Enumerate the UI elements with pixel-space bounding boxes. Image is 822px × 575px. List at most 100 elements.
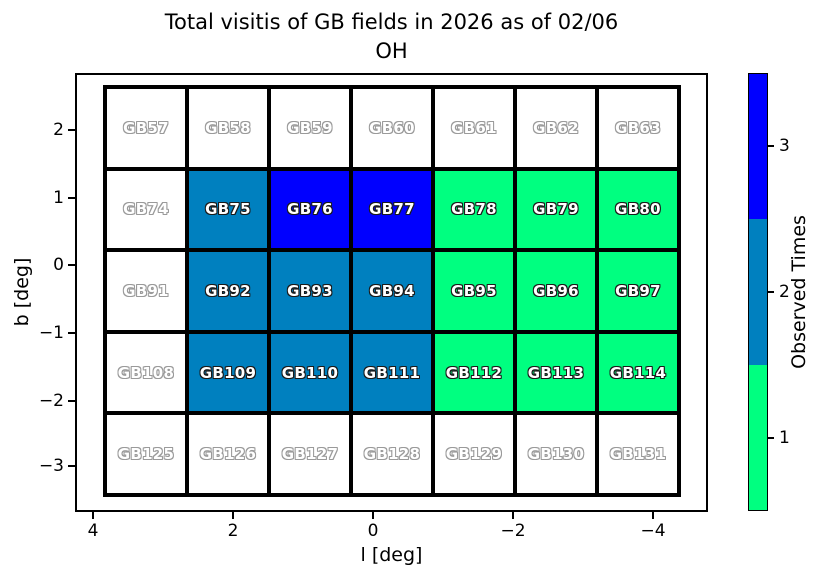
field-cell-GB96: GB96: [515, 250, 597, 332]
field-cell-GB57: GB57: [105, 87, 187, 169]
field-label: GB112: [445, 363, 503, 382]
field-label: GB57: [123, 118, 169, 137]
x-axis-label: l [deg]: [360, 544, 423, 566]
x-tick-mark: [92, 512, 94, 519]
field-label: GB60: [369, 118, 415, 137]
field-cell-GB130: GB130: [515, 413, 597, 495]
field-label: GB97: [615, 281, 661, 300]
y-tick-mark: [68, 264, 75, 266]
x-tick-label: 2: [227, 521, 239, 541]
field-label: GB108: [117, 363, 175, 382]
field-label: GB127: [281, 445, 339, 464]
field-label: GB58: [205, 118, 251, 137]
field-cell-GB59: GB59: [269, 87, 351, 169]
x-tick-mark: [512, 512, 514, 519]
field-label: GB110: [281, 363, 339, 382]
field-cell-GB58: GB58: [187, 87, 269, 169]
x-tick-label: 0: [367, 521, 379, 541]
x-tick-mark: [652, 512, 654, 519]
field-label: GB111: [363, 363, 421, 382]
colorbar-tick-mark: [767, 437, 774, 439]
field-label: GB94: [369, 281, 415, 300]
field-cell-GB110: GB110: [269, 331, 351, 414]
y-tick-mark: [68, 465, 75, 467]
field-label: GB130: [527, 445, 585, 464]
field-cell-GB78: GB78: [433, 168, 515, 251]
field-cell-GB109: GB109: [187, 331, 269, 414]
field-label: GB129: [445, 445, 503, 464]
y-tick-mark: [68, 129, 75, 131]
field-cell-GB63: GB63: [597, 87, 679, 169]
field-label: GB59: [287, 118, 333, 137]
field-cell-GB108: GB108: [105, 331, 187, 414]
field-grid: GB57 GB58 GB59 GB60 GB61 GB62 GB63 GB74 GB75 GB76…: [103, 85, 681, 497]
field-cell-GB97: GB97: [597, 250, 679, 332]
field-label: GB131: [609, 445, 667, 464]
field-cell-GB128: GB128: [351, 413, 433, 495]
field-label: GB76: [287, 200, 333, 219]
colorbar-label: Observed Times: [788, 215, 810, 369]
y-tick-mark: [68, 400, 75, 402]
colorbar-tick-mark: [767, 291, 774, 293]
colorbar-tick-label: 3: [779, 136, 790, 156]
field-cell-GB125: GB125: [105, 413, 187, 495]
field-cell-GB61: GB61: [433, 87, 515, 169]
field-cell-GB75: GB75: [187, 168, 269, 251]
field-label: GB114: [609, 363, 667, 382]
field-cell-GB92: GB92: [187, 250, 269, 332]
field-cell-GB80: GB80: [597, 168, 679, 251]
field-cell-GB60: GB60: [351, 87, 433, 169]
field-cell-GB94: GB94: [351, 250, 433, 332]
field-cell-GB114: GB114: [597, 331, 679, 414]
x-tick-label: 4: [87, 521, 99, 541]
colorbar-segment-2: [749, 219, 767, 365]
x-tick-label: −2: [500, 521, 526, 541]
y-tick-label: 1: [53, 188, 64, 208]
y-tick-label: 2: [53, 120, 64, 140]
field-label: GB96: [533, 281, 579, 300]
field-cell-GB113: GB113: [515, 331, 597, 414]
colorbar-tick-label: 2: [779, 282, 790, 302]
field-cell-GB93: GB93: [269, 250, 351, 332]
colorbar: [748, 73, 768, 511]
field-cell-GB127: GB127: [269, 413, 351, 495]
colorbar-segment-3: [749, 74, 767, 220]
field-cell-GB131: GB131: [597, 413, 679, 495]
field-cell-GB62: GB62: [515, 87, 597, 169]
field-cell-GB76: GB76: [269, 168, 351, 251]
field-label: GB63: [615, 118, 661, 137]
y-tick-label: −3: [38, 456, 64, 476]
field-label: GB93: [287, 281, 333, 300]
field-cell-GB129: GB129: [433, 413, 515, 495]
field-label: GB95: [451, 281, 497, 300]
y-tick-label: −2: [38, 391, 64, 411]
field-cell-GB77: GB77: [351, 168, 433, 251]
y-tick-label: 0: [53, 255, 64, 275]
field-label: GB62: [533, 118, 579, 137]
colorbar-segment-1: [749, 364, 767, 510]
field-label: GB77: [369, 200, 415, 219]
field-cell-GB112: GB112: [433, 331, 515, 414]
field-cell-GB79: GB79: [515, 168, 597, 251]
field-label: GB126: [199, 445, 257, 464]
colorbar-tick-mark: [767, 145, 774, 147]
field-label: GB78: [451, 200, 497, 219]
x-tick-label: −4: [640, 521, 666, 541]
field-label: GB80: [615, 200, 661, 219]
y-tick-label: −1: [38, 323, 64, 343]
y-tick-mark: [68, 332, 75, 334]
chart-title: Total visitis of GB fields in 2026 as of…: [75, 8, 708, 66]
field-label: GB125: [117, 445, 175, 464]
field-label: GB91: [123, 281, 169, 300]
field-cell-GB126: GB126: [187, 413, 269, 495]
field-label: GB109: [199, 363, 257, 382]
field-cell-GB95: GB95: [433, 250, 515, 332]
chart-title-line2: OH: [375, 39, 408, 63]
field-cell-GB111: GB111: [351, 331, 433, 414]
field-label: GB61: [451, 118, 497, 137]
field-label: GB75: [205, 200, 251, 219]
colorbar-tick-label: 1: [779, 428, 790, 448]
field-label: GB74: [123, 200, 169, 219]
field-label: GB79: [533, 200, 579, 219]
